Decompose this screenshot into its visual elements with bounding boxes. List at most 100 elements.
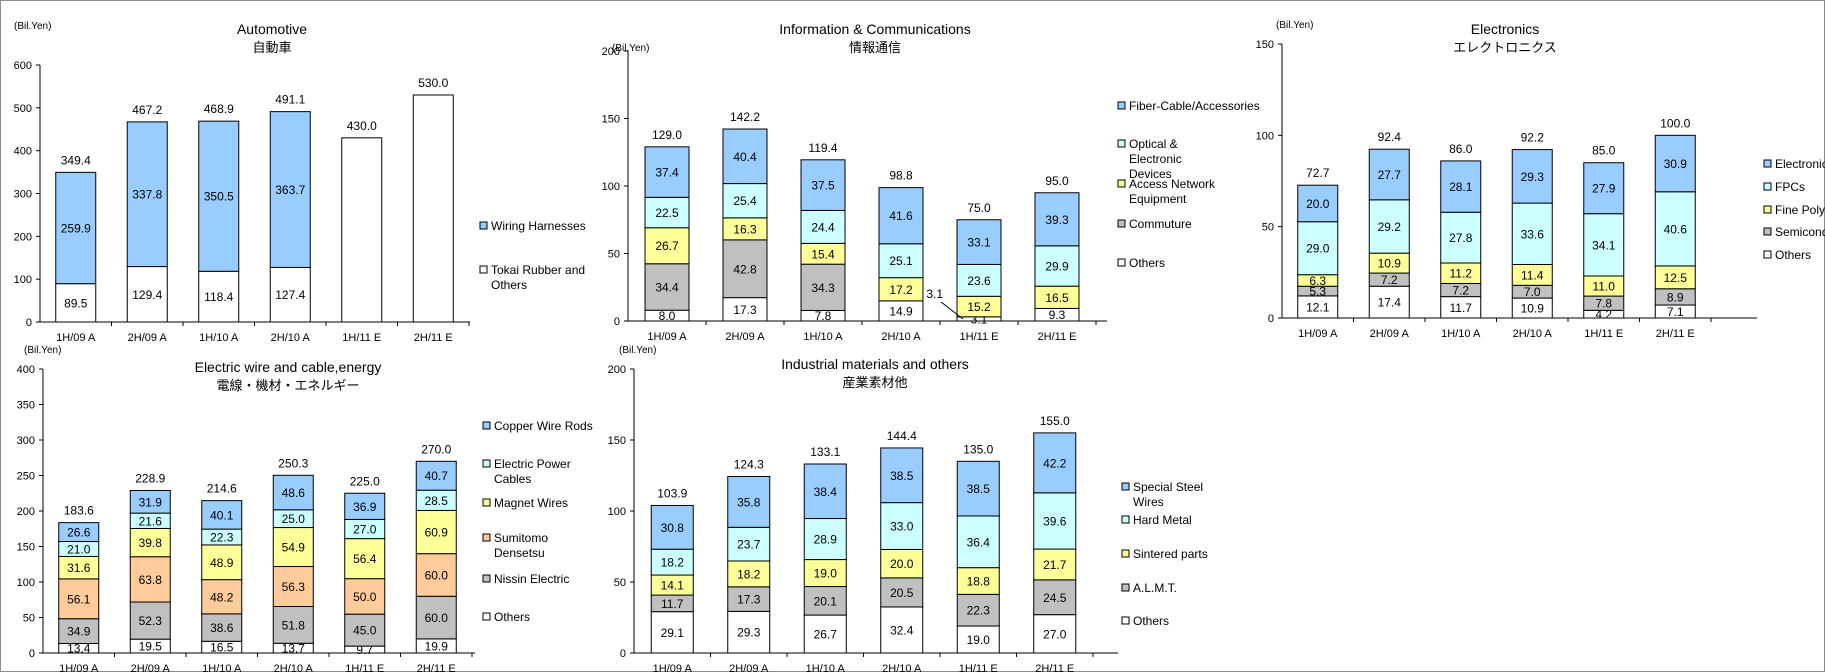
data-label: 45.0 bbox=[353, 624, 377, 638]
x-tick-label: 1H/10 A bbox=[806, 663, 846, 672]
bar-segment bbox=[1034, 245, 1080, 287]
data-label: 8.9 bbox=[1667, 290, 1684, 304]
legend-swatch bbox=[482, 612, 491, 621]
legend-swatch bbox=[1121, 583, 1130, 592]
chart-panel-4: Electric wire and cable,energy 電線・機材・エネルギ… bbox=[17, 345, 593, 672]
chart-subtitle: 情報通信 bbox=[849, 40, 901, 55]
x-tick-label: 2H/10 A bbox=[881, 331, 921, 343]
unit-label: (Bil.Yen) bbox=[619, 345, 656, 356]
bar-segment bbox=[1033, 432, 1077, 494]
bar-segment bbox=[803, 614, 847, 654]
data-label: 50.0 bbox=[353, 590, 377, 604]
bar-segment bbox=[880, 577, 924, 608]
y-tick-label: 0 bbox=[29, 648, 35, 660]
x-tick-label: 1H/09 A bbox=[56, 332, 96, 344]
data-label: 26.7 bbox=[655, 239, 679, 253]
data-label: 17.3 bbox=[733, 303, 757, 317]
data-label: 27.7 bbox=[1378, 168, 1402, 182]
data-label: 39.8 bbox=[139, 536, 163, 550]
legend-label: Others bbox=[494, 610, 530, 624]
legend-label: Wiring Harnesses bbox=[491, 219, 586, 233]
bar-segment bbox=[722, 128, 768, 185]
legend-label: Copper Wire Rods bbox=[494, 419, 593, 433]
data-label: 19.9 bbox=[425, 639, 449, 653]
data-label: 60.0 bbox=[425, 611, 449, 625]
legend-label: Semiconductors bbox=[1775, 225, 1825, 239]
data-label: 7.0 bbox=[1524, 285, 1541, 299]
data-label: 10.9 bbox=[1521, 302, 1545, 316]
bar-segment bbox=[803, 559, 847, 588]
x-tick-label: 2H/11 E bbox=[417, 663, 456, 672]
data-label: 13.7 bbox=[282, 642, 306, 656]
total-label: 144.4 bbox=[887, 429, 917, 443]
bar-segment bbox=[201, 613, 243, 642]
bar-segment bbox=[722, 183, 768, 219]
y-tick-label: 50 bbox=[608, 249, 620, 261]
data-label: 52.3 bbox=[139, 614, 163, 628]
legend-label: Sumitomo Densetsu bbox=[494, 531, 548, 560]
data-label: 38.5 bbox=[890, 469, 914, 483]
data-label: 40.4 bbox=[733, 150, 757, 164]
x-tick-label: 1H/11 E bbox=[342, 332, 381, 344]
data-label: 20.0 bbox=[1306, 197, 1330, 211]
data-label: 28.9 bbox=[814, 533, 838, 547]
legend-label: Tokai Rubber and Others bbox=[491, 263, 585, 292]
x-tick-label: 2H/09 A bbox=[128, 332, 168, 344]
data-label: 63.8 bbox=[139, 573, 163, 587]
bar-segment bbox=[1297, 221, 1339, 276]
data-label: 35.8 bbox=[737, 495, 761, 509]
bar-segment bbox=[644, 263, 690, 311]
data-label: 20.0 bbox=[890, 557, 914, 571]
data-label: 34.1 bbox=[1592, 238, 1616, 252]
data-label: 42.8 bbox=[733, 262, 757, 276]
data-label: 6.3 bbox=[1309, 274, 1326, 288]
bar-segment bbox=[956, 460, 1000, 517]
legend-swatch bbox=[479, 265, 488, 274]
bar-segment bbox=[1583, 162, 1625, 215]
data-label: 32.4 bbox=[890, 623, 914, 637]
data-label: 30.8 bbox=[661, 521, 685, 535]
y-tick-label: 50 bbox=[23, 613, 35, 625]
data-label: 7.2 bbox=[1452, 284, 1469, 298]
data-label: 16.5 bbox=[210, 641, 234, 655]
data-label: 17.3 bbox=[737, 593, 761, 607]
legend-swatch bbox=[482, 574, 491, 583]
legend-label: Magnet Wires bbox=[494, 496, 568, 510]
x-tick-label: 1H/11 E bbox=[345, 663, 384, 672]
total-label: 95.0 bbox=[1045, 174, 1069, 188]
y-tick-label: 600 bbox=[14, 60, 32, 72]
bar-segment bbox=[727, 560, 771, 588]
legend-swatch bbox=[1763, 250, 1772, 259]
x-tick-label: 1H/09 A bbox=[647, 331, 687, 343]
data-label: 10.9 bbox=[1378, 257, 1402, 271]
bar-segment bbox=[956, 263, 1002, 297]
y-tick-label: 250 bbox=[17, 471, 35, 483]
total-label: 250.3 bbox=[278, 456, 308, 470]
bar-segment bbox=[198, 120, 240, 272]
bar-segment bbox=[1368, 199, 1410, 254]
bar-segment bbox=[415, 460, 457, 491]
data-label: 27.0 bbox=[353, 523, 377, 537]
legend-label: Hard Metal bbox=[1133, 513, 1192, 527]
x-tick-label: 2H/10 A bbox=[271, 332, 311, 344]
data-label: 20.5 bbox=[890, 586, 914, 600]
annotation-arrow bbox=[940, 301, 964, 320]
data-label: 48.2 bbox=[210, 590, 234, 604]
bar-segment bbox=[201, 579, 243, 615]
data-label: 16.3 bbox=[733, 222, 757, 236]
total-label: 142.2 bbox=[730, 110, 760, 124]
y-tick-label: 150 bbox=[1256, 39, 1274, 51]
bar-total bbox=[412, 94, 454, 323]
x-tick-label: 1H/10 A bbox=[199, 332, 239, 344]
data-label: 29.1 bbox=[661, 626, 685, 640]
total-label: 228.9 bbox=[135, 471, 165, 485]
total-label: 86.0 bbox=[1449, 142, 1473, 156]
chart-panel-2: Information & Communications 情報通信 (Bil.Yen… bbox=[602, 21, 1260, 343]
data-label: 30.9 bbox=[1664, 157, 1688, 171]
annotation-label: 3.1 bbox=[926, 287, 943, 301]
data-label: 259.9 bbox=[61, 222, 91, 236]
legend-swatch bbox=[1117, 101, 1126, 110]
data-label: 60.0 bbox=[425, 568, 449, 582]
y-tick-label: 100 bbox=[1256, 130, 1274, 142]
